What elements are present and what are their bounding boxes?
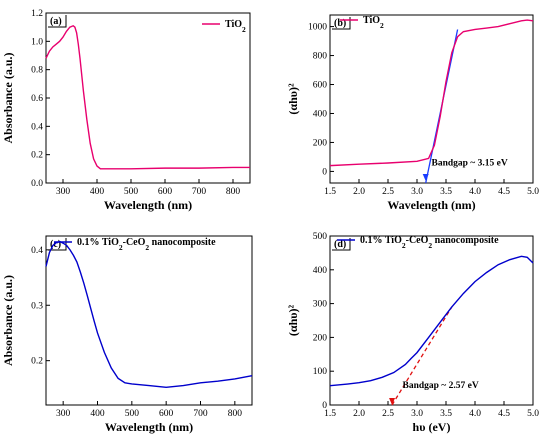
y-tick-label: 500 (313, 232, 328, 242)
y-tick-label: 1.0 (31, 37, 43, 47)
panel-label: (c) (50, 239, 61, 250)
series-line-0 (45, 240, 253, 388)
x-tick-label: 3.0 (411, 409, 423, 419)
plot-frame (329, 235, 534, 406)
panel-label-box: (a) (48, 15, 67, 28)
y-axis-title: (αhυ)² (286, 83, 300, 115)
y-tick-label: 200 (313, 333, 328, 343)
y-tick-label: 0.3 (31, 301, 43, 311)
y-tick-label: 0.2 (31, 151, 43, 161)
y-tick-label: 200 (313, 138, 328, 148)
x-tick-label: 800 (226, 187, 241, 197)
y-tick-label: 0.6 (31, 94, 43, 104)
x-tick-label: 4.0 (469, 409, 481, 419)
x-tick-label: 600 (159, 409, 174, 419)
x-axis-title: Wavelength (nm) (104, 198, 192, 212)
x-tick-label: 3.0 (411, 187, 423, 197)
panel-b: 1.5 2.0 2.5 3.0 3.5 4.0 4.5 5.0 0 200 400 600 800 100… (286, 14, 539, 212)
panel-label-bracket (332, 17, 351, 30)
x-tick-label: 4.5 (498, 187, 510, 197)
x-tick-label: 2.0 (353, 409, 365, 419)
y-tick-label: 0 (322, 401, 327, 411)
y-tick-label: 100 (313, 367, 328, 377)
bandgap-annotation: Bandgap ~ 2.57 eV (403, 381, 479, 391)
x-tick-label: 400 (90, 187, 105, 197)
x-tick-label: 1.5 (324, 187, 336, 197)
series-line-0 (329, 255, 534, 387)
x-axis-title: hυ (eV) (413, 420, 451, 434)
x-tick-label: 2.5 (382, 187, 394, 197)
x-tick-label: 4.5 (498, 409, 510, 419)
legend-label: 0.1% TiO2-CeO2 nanocomposite (77, 237, 216, 252)
y-tick-label: 0.2 (31, 357, 43, 367)
y-tick-label: 0.4 (31, 122, 43, 132)
x-tick-label: 400 (90, 409, 105, 419)
bandgap-annotation: Bandgap ~ 3.15 eV (432, 159, 508, 169)
panel-c: 300 400 500 600 700 800 0.2 0.3 0.4 Wavelength (n… (1, 235, 253, 434)
x-tick-label: 700 (192, 187, 207, 197)
panel-label-bracket (332, 238, 351, 251)
x-tick-label: 2.0 (353, 187, 365, 197)
y-tick-label: 1000 (308, 23, 327, 33)
x-tick-label: 300 (56, 409, 71, 419)
y-tick-label: 0.0 (31, 179, 43, 189)
panel-label-bracket (48, 15, 67, 28)
y-tick-label: 600 (313, 81, 328, 91)
bandgap-arrow-icon (389, 398, 396, 405)
plot-frame (45, 12, 251, 184)
x-tick-label: 300 (56, 187, 71, 197)
x-tick-label: 500 (124, 187, 139, 197)
x-tick-label: 5.0 (527, 187, 539, 197)
x-tick-label: 500 (125, 409, 140, 419)
y-tick-label: 300 (313, 300, 328, 310)
panel-a: 300 400 500 600 700 800 0.0 0.2 0.4 0.6 0.8 1.0 1.2 W… (1, 9, 251, 212)
x-axis-title: Wavelength (nm) (387, 198, 475, 212)
series-line-0 (45, 24, 250, 170)
x-tick-label: 5.0 (527, 409, 539, 419)
panel-label: (a) (50, 16, 62, 27)
x-tick-label: 4.0 (469, 187, 481, 197)
panel-d: 1.5 2.0 2.5 3.0 3.5 4.0 4.5 5.0 0 100 200 300 400 500… (286, 232, 539, 434)
y-axis-title: Absorbance (a.u.) (1, 275, 15, 366)
y-axis-title: Absorbance (a.u.) (1, 52, 15, 143)
y-axis-title: (αhυ)² (286, 305, 300, 337)
plot-frame (45, 235, 253, 406)
x-tick-label: 800 (228, 409, 243, 419)
x-tick-label: 3.5 (440, 409, 452, 419)
legend-label: TiO2 (363, 15, 384, 30)
x-tick-label: 2.5 (382, 409, 394, 419)
x-tick-label: 700 (193, 409, 208, 419)
y-tick-label: 400 (313, 266, 328, 276)
panel-label-box: (d) (332, 238, 351, 251)
y-tick-label: 0.8 (31, 66, 43, 76)
x-tick-label: 3.5 (440, 187, 452, 197)
y-tick-label: 400 (313, 109, 328, 119)
y-tick-label: 0 (322, 167, 327, 177)
x-tick-label: 1.5 (324, 409, 336, 419)
x-axis-title: Wavelength (nm) (105, 420, 193, 434)
bandgap-tangent-line (391, 306, 453, 406)
legend-label: 0.1% TiO2-CeO2 nanocomposite (360, 235, 499, 250)
panel-label: (d) (334, 239, 346, 250)
y-tick-label: 1.2 (31, 9, 43, 19)
series-line-0 (329, 19, 534, 167)
panel-label-box: (b) (332, 17, 351, 30)
plot-frame (329, 14, 534, 184)
panel-label: (b) (334, 18, 346, 29)
legend-label: TiO2 (225, 19, 246, 34)
y-tick-label: 800 (313, 52, 328, 62)
x-tick-label: 600 (158, 187, 173, 197)
y-tick-label: 0.4 (31, 246, 43, 256)
bandgap-arrow-icon (422, 174, 429, 181)
